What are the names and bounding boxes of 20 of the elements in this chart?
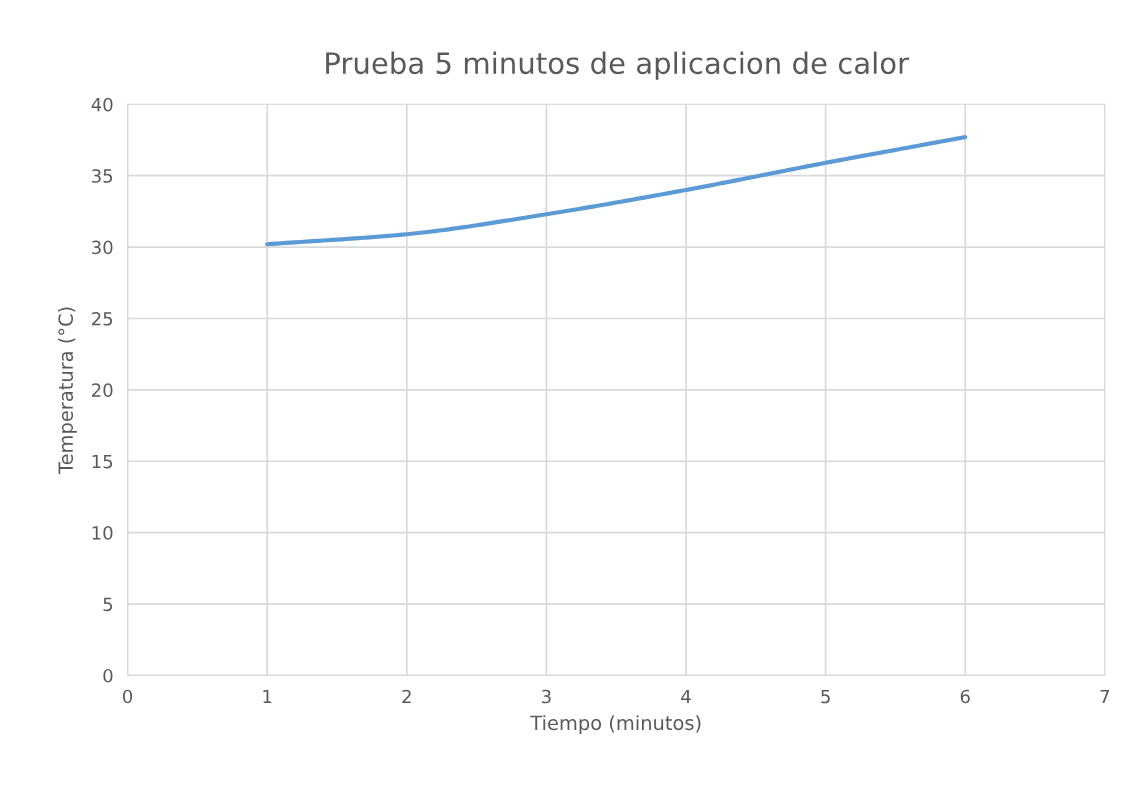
y-tick-label: 0 [103,668,113,683]
x-axis-title: Tiempo (minutos) [530,715,701,734]
x-tick-label: 7 [1100,689,1110,704]
y-tick-label: 5 [103,597,113,612]
x-tick-label: 6 [960,689,970,704]
x-tick-label: 3 [542,689,551,704]
x-tick-label: 4 [681,689,691,704]
x-tick-label: 5 [821,689,830,704]
chart-title: Prueba 5 minutos de aplicacion de calor [326,51,910,80]
y-tick-label: 40 [91,97,113,112]
y-tick-label: 25 [92,311,113,326]
y-tick-label: 30 [92,240,113,255]
y-tick-label: 10 [92,526,113,540]
x-tick-label: 2 [402,689,411,704]
y-tick-label: 35 [92,169,113,183]
x-tick-label: 0 [123,689,133,704]
x-tick-label: 1 [263,689,272,704]
y-tick-label: 15 [92,454,113,469]
y-tick-label: 20 [92,383,113,397]
y-axis-title: Temperatura (°C) [58,307,77,475]
